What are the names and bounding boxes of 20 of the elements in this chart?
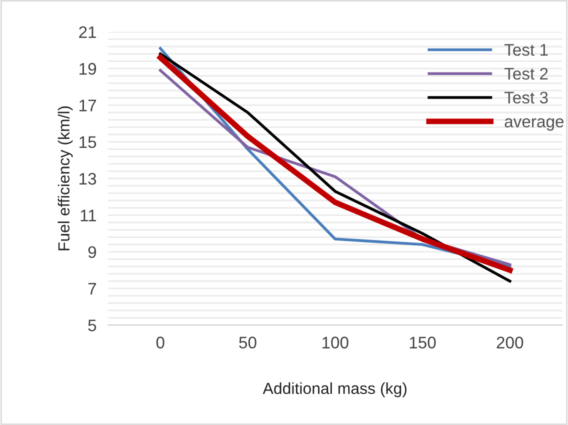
- y-tick-label: 15: [80, 136, 96, 148]
- y-tick-label: 19: [80, 62, 96, 75]
- x-axis-title: Additional mass (kg): [262, 382, 406, 398]
- legend-label: Test 1: [504, 44, 548, 56]
- x-tick-label: 200: [496, 336, 524, 348]
- y-tick-label: 13: [80, 172, 96, 185]
- x-tick-label: 150: [410, 336, 436, 348]
- y-tick-label: 17: [80, 100, 96, 112]
- y-tick-label: 9: [88, 246, 96, 258]
- legend-label: Test 3: [504, 92, 548, 104]
- x-tick-label: 0: [156, 336, 164, 348]
- x-tick-label: 50: [239, 336, 256, 348]
- y-tick-label: 5: [88, 320, 96, 332]
- legend-label: Test 2: [504, 68, 548, 80]
- legend-label: average: [504, 118, 564, 131]
- y-tick-label: 21: [79, 26, 96, 38]
- y-axis-title: Fuel efficiency (km/l): [58, 106, 73, 250]
- y-tick-label: 7: [88, 283, 96, 295]
- x-tick-label: 100: [322, 336, 348, 348]
- y-tick-label: 11: [80, 210, 96, 222]
